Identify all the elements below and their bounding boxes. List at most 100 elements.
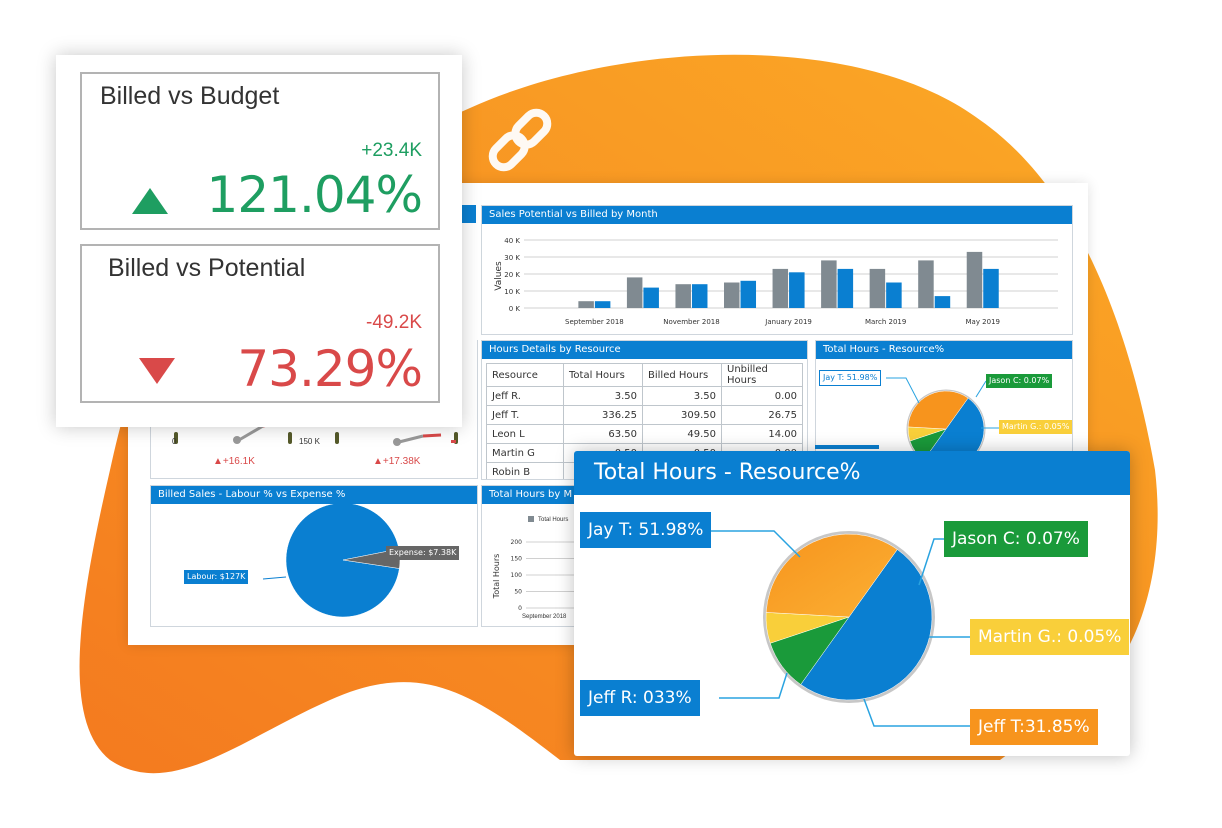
bar <box>626 277 643 308</box>
cell: 49.50 <box>642 424 722 444</box>
bar <box>934 296 951 308</box>
bar <box>643 287 659 308</box>
col-header: Billed Hours <box>642 363 722 387</box>
cell: 3.50 <box>563 386 643 406</box>
pie-label-jason-c: Jason C: 0.07% <box>944 521 1088 557</box>
pie-label-martin-g: Martin G.: 0.05% <box>970 619 1130 655</box>
y-tick-label: 200 <box>511 539 523 546</box>
cell: 3.50 <box>642 386 722 406</box>
panel-title: Total Hours by M <box>482 486 582 504</box>
sales-potential-bar-chart: 0 K 10 K 20 K 30 K 40 K Values September 2018 N… <box>494 237 1058 326</box>
cell: 0.00 <box>721 386 803 406</box>
cell: Leon L <box>486 424 564 444</box>
y-tick-label: 10 K <box>504 288 520 296</box>
pie-label-expense: Expense: $7.38K <box>386 546 460 560</box>
col-header: Unbilled Hours <box>721 363 803 387</box>
bar <box>675 284 691 308</box>
small-pie-label-martin: Martin G.: 0.05% <box>999 420 1072 434</box>
gauge-max-label: 150 K <box>299 437 320 446</box>
bar <box>578 301 594 308</box>
slice-jeff-t <box>907 390 969 430</box>
legend-swatch <box>528 516 534 522</box>
x-tick-label: May 2019 <box>965 318 1000 326</box>
cell: Jeff R. <box>486 386 564 406</box>
pie-label-labour: Labour: $127K <box>184 570 249 584</box>
small-pie-label-jason: Jason C: 0.07% <box>986 374 1053 388</box>
bar <box>821 260 837 308</box>
bar <box>837 268 854 308</box>
leader-labour <box>262 576 287 580</box>
left-partial-header <box>458 205 476 223</box>
bar <box>983 268 999 308</box>
cell: 336.25 <box>563 405 643 425</box>
table-row: Jeff T. 336.25 309.50 26.75 <box>486 405 803 425</box>
gauge-delta-2: ▲+17.38K <box>373 456 421 467</box>
leader-jeff-t <box>863 698 970 727</box>
table-row: Leon L 63.50 49.50 14.00 <box>486 424 803 444</box>
bar <box>724 282 740 308</box>
bar <box>789 272 805 308</box>
cell: Jeff T. <box>486 405 564 425</box>
y-tick-label: 0 <box>518 605 522 612</box>
pie-label-jay-t: Jay T: 51.98% <box>580 512 712 548</box>
small-resource-pie-chart <box>886 377 999 469</box>
cell: Martin G <box>486 443 564 463</box>
x-axis-label: September 2018 <box>522 614 567 620</box>
kpi-title: Billed vs Potential <box>108 254 306 282</box>
total-hours-resource-pie-chart <box>704 530 970 727</box>
kpi-value: 121.04% <box>206 166 423 224</box>
bar <box>918 260 934 308</box>
gauge-min-label: 0 <box>172 437 177 446</box>
sales-potential-chart-panel: Sales Potential vs Billed by Month 0 K 10… <box>481 205 1073 335</box>
pie-label-jeff-t: Jeff T:31.85% <box>970 709 1098 745</box>
x-tick-label: September 2018 <box>565 318 624 326</box>
x-tick-label: March 2019 <box>865 318 906 326</box>
y-tick-label: 150 <box>511 556 523 563</box>
panel-title: Sales Potential vs Billed by Month <box>482 206 1072 224</box>
slice-jeff-t <box>765 533 898 618</box>
billed-sales-pie-panel: Billed Sales - Labour % vs Expense % Lab… <box>150 485 478 627</box>
pie-label-jeff-r: Jeff R: 033% <box>580 680 700 716</box>
bar <box>772 268 789 308</box>
cell: 26.75 <box>721 405 803 425</box>
bar <box>886 282 902 308</box>
x-tick-label: November 2018 <box>663 318 719 326</box>
left-partial-bar <box>815 445 879 449</box>
leader-jeff-r <box>719 672 788 699</box>
leader-jason-c <box>918 538 944 586</box>
panel-title: Total Hours - Resource% <box>816 341 1072 359</box>
labour-expense-pie-chart <box>262 502 401 618</box>
cell: 63.50 <box>563 424 643 444</box>
bar <box>691 284 708 308</box>
leader-jay-t <box>886 377 920 404</box>
panel-title: Hours Details by Resource <box>482 341 807 359</box>
y-axis-label: Total Hours <box>492 554 501 600</box>
gauge-delta-1: ▲+16.1K <box>213 456 255 467</box>
small-pie-label-jay: Jay T: 51.98% <box>819 370 882 386</box>
kpi-delta: -49.2K <box>366 312 422 333</box>
y-tick-label: 40 K <box>504 237 520 245</box>
y-tick-label: 50 <box>514 589 522 596</box>
y-tick-label: 100 <box>511 572 523 579</box>
down-triangle-icon <box>139 358 175 384</box>
cell: 309.50 <box>642 405 722 425</box>
bar <box>594 301 611 308</box>
leader-jay-t <box>704 530 801 558</box>
y-tick-label: 30 K <box>504 254 520 262</box>
up-triangle-icon <box>132 188 168 214</box>
slice-jay-t <box>800 549 933 701</box>
panel-title: Billed Sales - Labour % vs Expense % <box>151 486 477 504</box>
slice-labour <box>285 502 400 618</box>
total-hours-by-month-panel: Total Hours by M 0 50 100 150 200 Total Hours… <box>481 485 583 627</box>
y-tick-label: 20 K <box>504 271 520 279</box>
legend-total-hours: Total Hours <box>538 517 569 523</box>
total-hours-bar-chart: 0 50 100 150 200 Total Hours <box>492 516 582 612</box>
kpi-delta: +23.4K <box>361 140 422 161</box>
bar <box>740 280 757 308</box>
y-axis-label: Values <box>494 261 504 291</box>
col-header: Resource <box>486 363 564 387</box>
y-tick-label: 0 K <box>509 305 521 313</box>
col-header: Total Hours <box>563 363 643 387</box>
x-tick-label: January 2019 <box>764 318 812 326</box>
kpi-value: 73.29% <box>237 340 423 398</box>
